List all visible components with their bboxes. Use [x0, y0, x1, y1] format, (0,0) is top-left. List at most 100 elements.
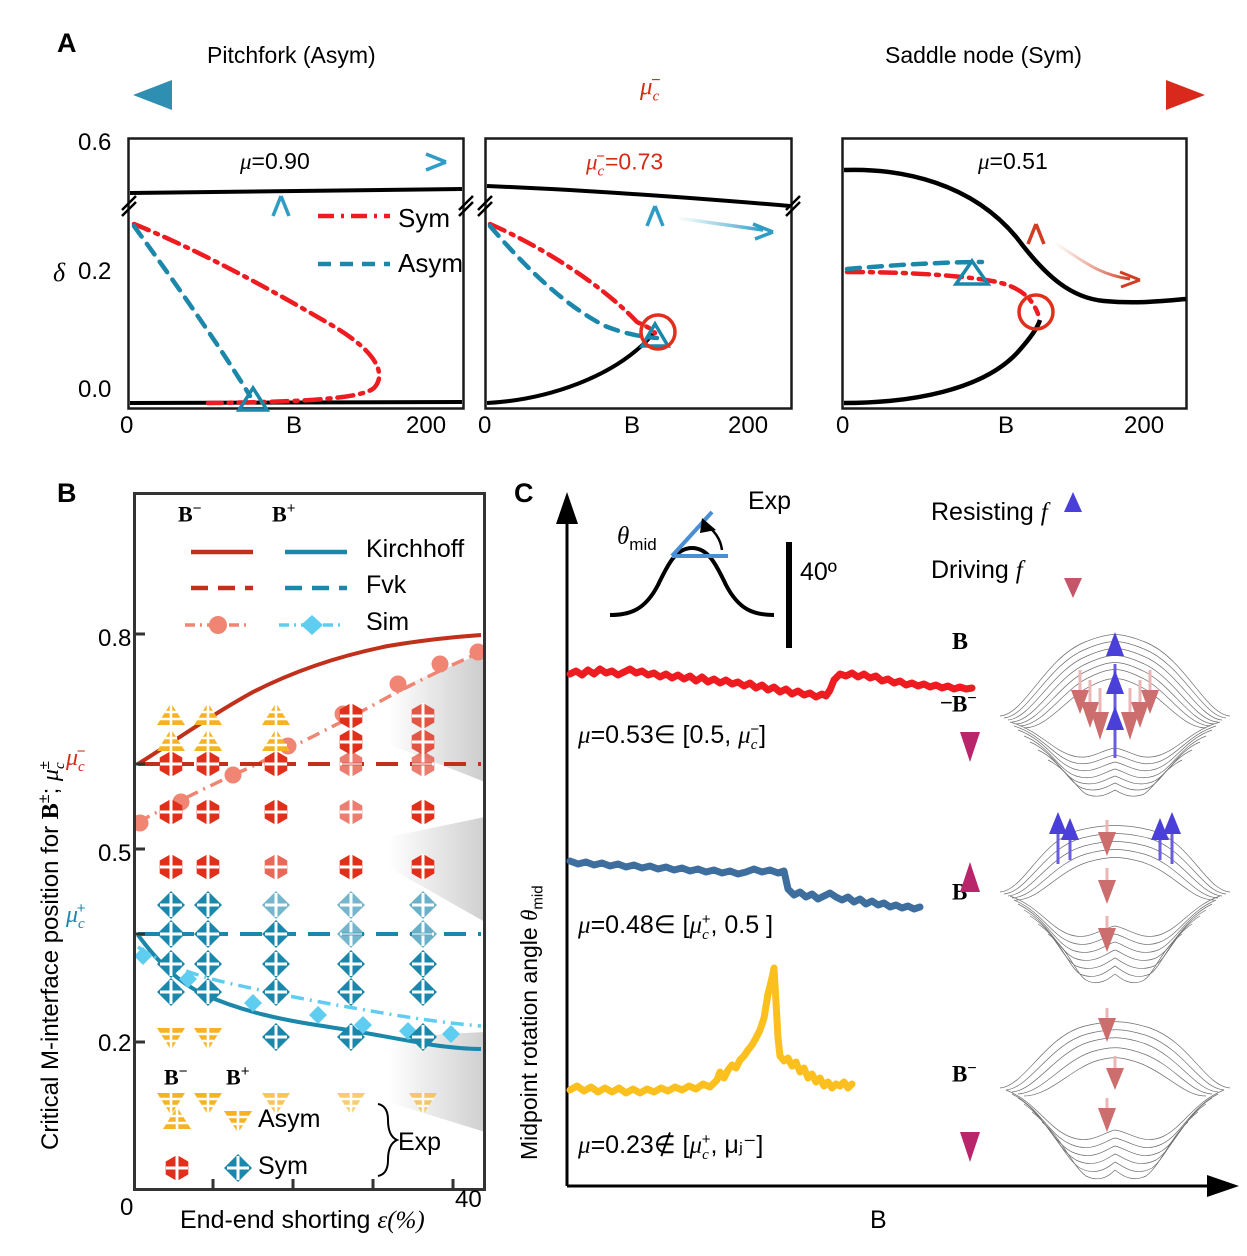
B-glyph: B — [178, 501, 193, 527]
triangle-marker-a3 — [952, 257, 992, 286]
mu-value: =0.53 — [590, 721, 654, 749]
panelA2-xtick-0: 0 — [478, 412, 492, 439]
set-close: , μⱼ⁻] — [710, 1131, 764, 1159]
theta-rayline — [670, 510, 714, 558]
mu-sub: c — [78, 915, 85, 932]
xlabel-eps: ε(%) — [377, 1207, 425, 1234]
f-glyph: f — [1015, 557, 1023, 584]
panelA3-xtick-0: 0 — [836, 412, 850, 439]
legend-marker-sym-bminus — [164, 1153, 190, 1183]
panelB-ylabel-text: Critical M-interface position for — [37, 819, 64, 1150]
B-sup: ± — [36, 794, 53, 804]
mu-value: =0.90 — [251, 148, 310, 174]
panelA-subplot-3 — [841, 137, 1188, 410]
panelA-legend-label-asym: Asym — [398, 248, 463, 278]
panelC-trace1-label: μ=0.53∈ [0.5, μc−] — [578, 720, 766, 754]
mu-glyph: μ — [38, 769, 64, 782]
mu-sup: ± — [36, 761, 53, 770]
resist-text: Resisting — [931, 498, 1041, 526]
xlabel-text: End-end shorting — [180, 1206, 378, 1234]
panelC-sim1-field-arrow-icon — [960, 660, 980, 762]
set-open: ∈ [0.5, — [653, 721, 739, 749]
triangle-marker-a2 — [638, 320, 672, 348]
panelA2-xtick-200: 200 — [728, 412, 769, 439]
mu-glyph: μ — [640, 73, 653, 101]
circle-marker-a2 — [639, 313, 677, 351]
panelB-legendbot-col2: B+ — [226, 1063, 249, 1090]
panelC-sim3-field-arrow-icon — [960, 1060, 980, 1162]
exp-sym-diamond-markers — [155, 889, 439, 1053]
circle-marker-a3 — [1017, 293, 1055, 331]
left-gradient-arrow-icon — [133, 80, 620, 110]
panelA3-xtick-B: B — [998, 412, 1015, 439]
panelC-trace-red — [566, 665, 976, 701]
panel-a-letter: A — [57, 28, 77, 58]
axis-break-icon-a1r — [458, 195, 474, 217]
panelC-scalebar-icon — [786, 542, 792, 648]
axis-break-icon-a2l — [477, 195, 493, 217]
sep: ; — [37, 781, 64, 795]
mu-sup: − — [651, 72, 661, 89]
panelB-legend-sim-label: Sim — [366, 608, 410, 636]
panelB-legend-fvk-label: Fvk — [366, 571, 407, 599]
panelA1-xtick-0: 0 — [120, 412, 134, 439]
mu-sup: + — [76, 900, 86, 917]
panelA3-xtick-200: 200 — [1124, 412, 1165, 439]
mu-value: =0.48 — [590, 911, 654, 939]
panelC-xlabel: B — [870, 1206, 887, 1234]
panel-b-letter: B — [57, 478, 77, 508]
B-glyph: B — [272, 501, 287, 527]
panelC-exp-label: Exp — [748, 487, 792, 515]
mu-sup: − — [596, 148, 605, 165]
panelA-subplot-1 — [127, 137, 465, 412]
panelA-left-arrow-label: Pitchfork (Asym) — [207, 42, 376, 68]
B-glyph: B — [952, 691, 968, 717]
set-close: ] — [759, 721, 767, 749]
panelC-theta-schematic — [609, 510, 775, 617]
sim-b-plus-curve — [137, 945, 482, 1028]
B-sup: − — [192, 500, 202, 517]
theta-sub: mid — [629, 535, 657, 554]
panelB-legend-sym-label: Sym — [258, 1152, 308, 1180]
panelB-xlabel: End-end shorting ε(%) — [180, 1206, 425, 1235]
legend-marker-asym-bplus — [222, 1109, 254, 1135]
panelA-subplot1-title: μ=0.90 — [240, 148, 310, 175]
mu-sub: c — [597, 163, 605, 180]
panelB-xtick-0: 0 — [120, 1194, 134, 1221]
B-glyph: B — [952, 629, 969, 655]
mu-sup: − — [750, 720, 760, 738]
panelC-axes — [556, 492, 1239, 1197]
ylabel-text: Midpoint rotation angle — [516, 920, 542, 1160]
panelC-sim2-field-arrow-icon — [960, 862, 980, 966]
panelA-ytick-0.6: 0.6 — [78, 129, 112, 156]
panelC-sim1-sign: − — [940, 690, 953, 715]
theta-glyph: θ — [517, 909, 542, 921]
panelA1-xtick-200: 200 — [406, 412, 447, 439]
B-glyph: B — [226, 1064, 241, 1090]
panelC-scalebar-label: 40º — [800, 558, 837, 586]
panelC-sim-render-3 — [999, 1008, 1231, 1180]
panelA-subplot2-title: μc−=0.73 — [586, 148, 663, 180]
driving-force-arrows-2 — [1098, 820, 1116, 952]
mu-glyph: μ — [578, 912, 591, 939]
callout-wedge-2 — [388, 817, 485, 922]
mu-glyph: μ — [578, 1132, 591, 1159]
panelB-plot — [133, 492, 486, 1191]
kirchhoff-b-minus-curve — [136, 633, 482, 766]
mu-value: =0.73 — [604, 148, 664, 175]
mu-glyph-2: μ — [689, 912, 703, 939]
set-open: ∉ [ — [653, 1131, 690, 1159]
mu-glyph: μ — [240, 149, 252, 174]
panelC-ylabel: Midpoint rotation angle θmid — [516, 885, 547, 1160]
mu-sub: c — [78, 758, 85, 775]
right-arrow-icon-a1 — [283, 152, 447, 172]
panelB-ytick-0.5: 0.5 — [98, 840, 132, 867]
panelA-mu-c-minus-symbol: μc− — [640, 72, 661, 105]
mu-glyph-2: μ — [689, 1132, 703, 1159]
B-sup: − — [178, 1063, 188, 1080]
mu-value: =0.23 — [590, 1131, 654, 1159]
panelC-trace3-label: μ=0.23∉ [μc+, μⱼ⁻] — [578, 1130, 763, 1164]
panelB-legendtop-col2: B+ — [272, 500, 295, 527]
panelC-sim-render-2 — [999, 812, 1231, 984]
panelC-force-double-arrow-icon — [1064, 492, 1082, 598]
